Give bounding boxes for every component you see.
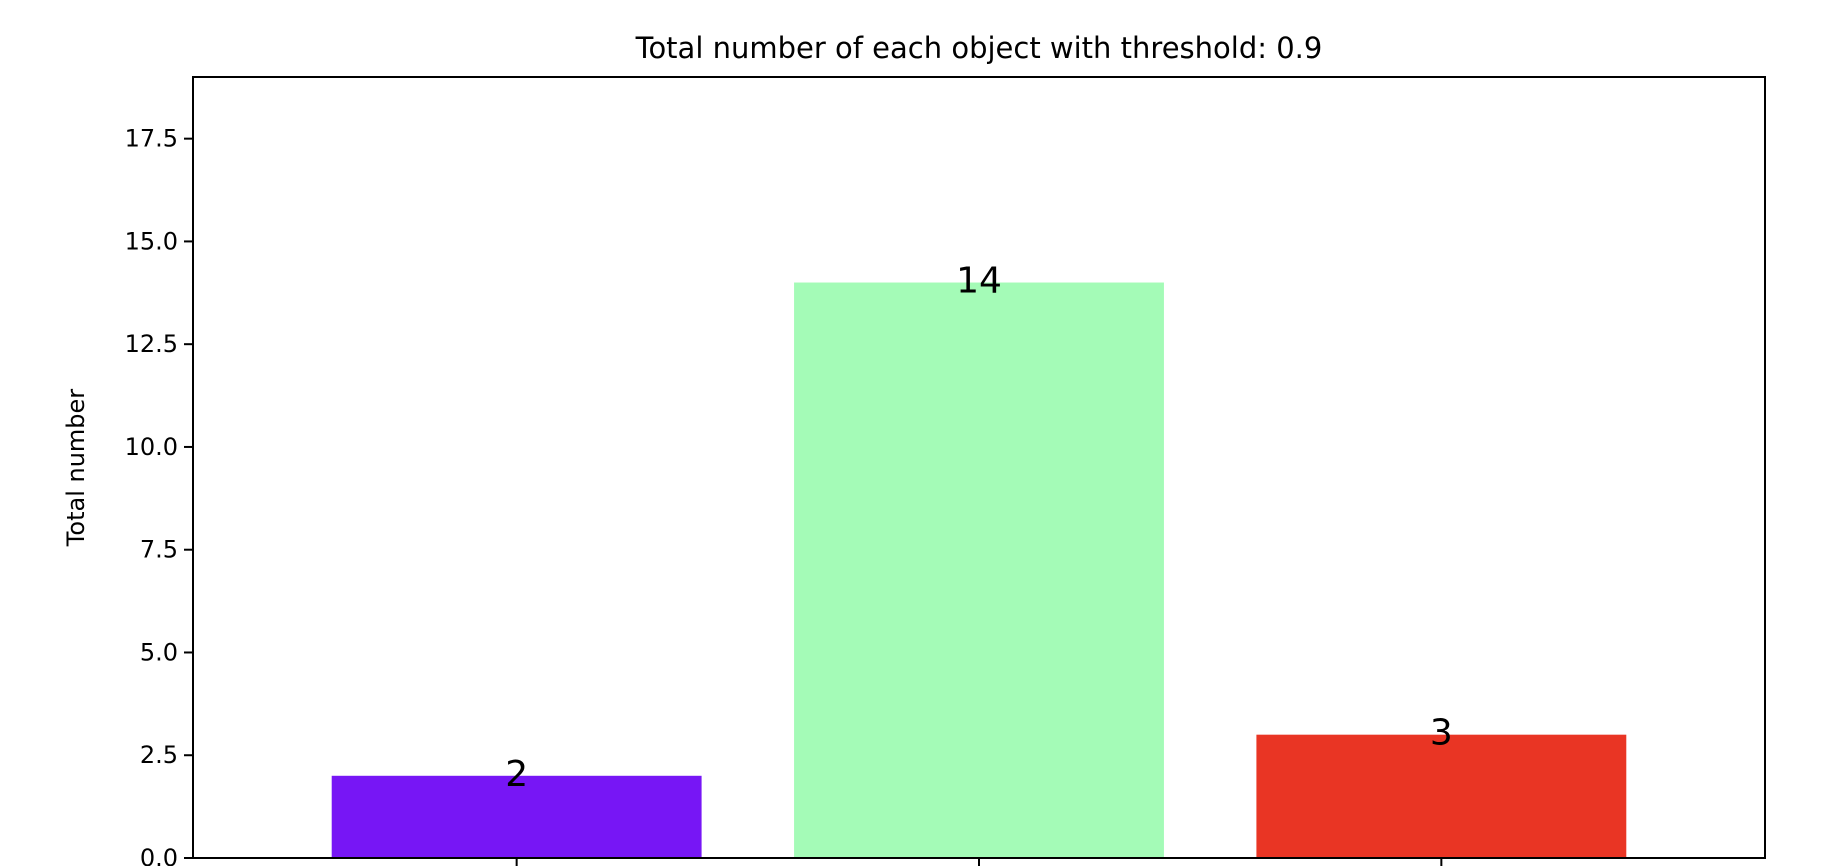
y-axis-title: Total number xyxy=(62,389,90,547)
chart-title: Total number of each object with thresho… xyxy=(635,31,1323,65)
y-tick-label-5: 12.5 xyxy=(125,330,178,358)
data-labels-layer: 2 14 3 xyxy=(505,261,1453,795)
data-label-0: 2 xyxy=(505,754,528,795)
y-axis: 0.0 2.5 5.0 7.5 10.0 12.5 15.0 17.5 xyxy=(125,125,193,866)
bar-2 xyxy=(1256,734,1627,858)
bar-0 xyxy=(331,775,702,858)
data-label-2: 3 xyxy=(1430,713,1453,754)
y-tick-label-0: 0.0 xyxy=(140,844,178,866)
y-tick-label-7: 17.5 xyxy=(125,125,178,153)
y-tick-label-4: 10.0 xyxy=(125,433,178,461)
bars-layer xyxy=(331,282,1627,858)
x-axis xyxy=(515,858,1443,866)
data-label-1: 14 xyxy=(956,261,1002,302)
y-tick-label-3: 7.5 xyxy=(140,536,178,564)
y-tick-label-6: 15.0 xyxy=(125,227,178,255)
y-tick-label-1: 2.5 xyxy=(140,741,178,769)
y-tick-label-2: 5.0 xyxy=(140,638,178,666)
bar-1 xyxy=(794,282,1164,858)
